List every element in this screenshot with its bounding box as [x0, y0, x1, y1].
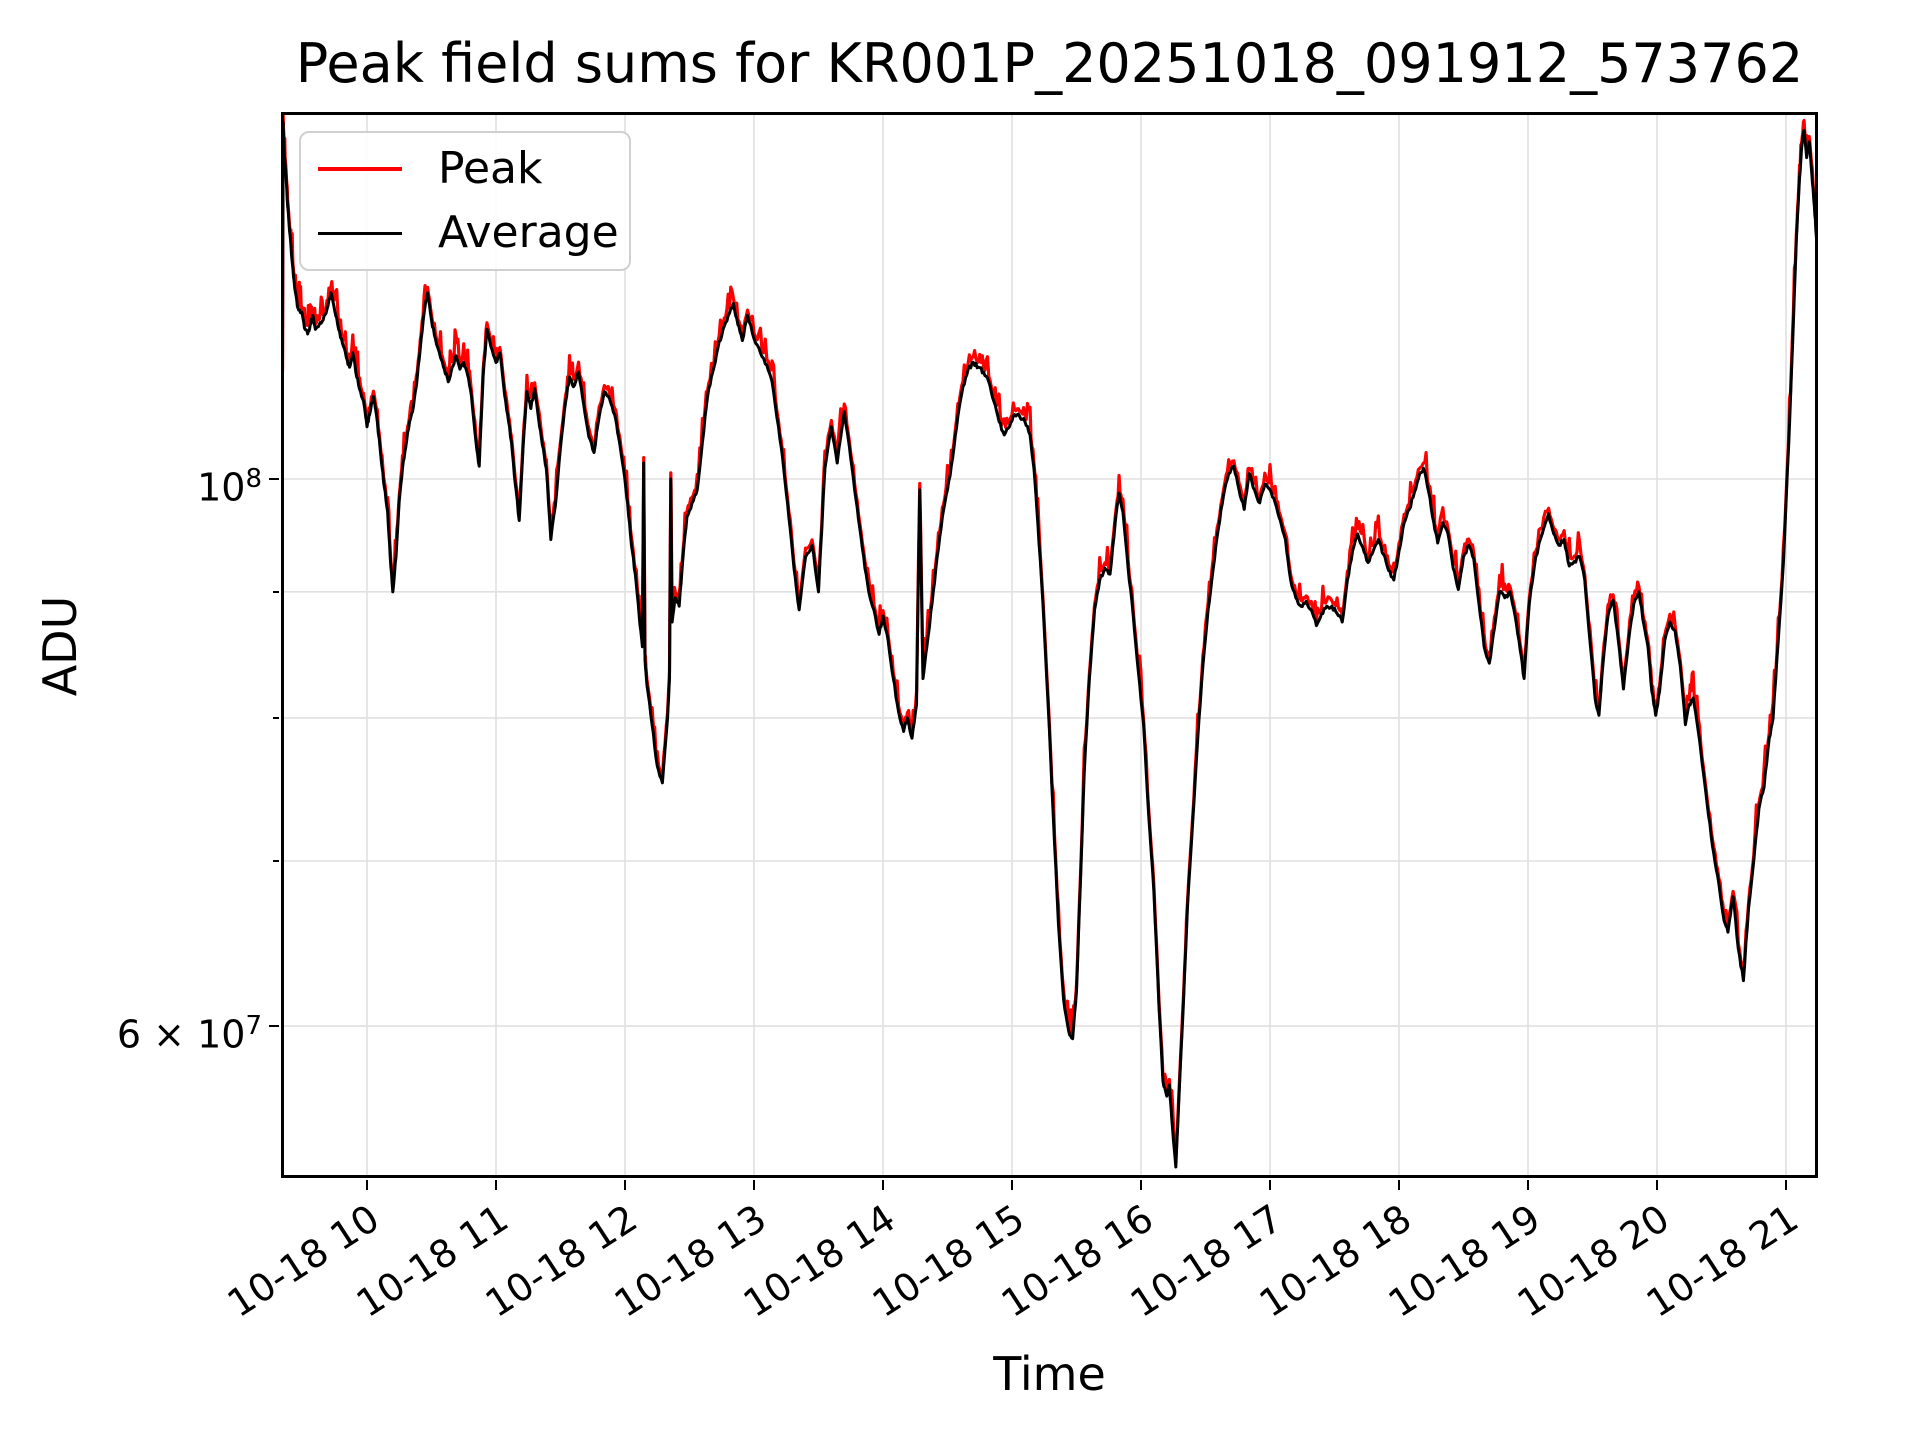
- y-minor-tickmark: [273, 716, 279, 719]
- gridlines: [281, 112, 1818, 1178]
- x-tick-label: 10-18 16: [993, 1196, 1161, 1326]
- x-axis-label: Time: [993, 1347, 1106, 1401]
- y-major-tickmark: [269, 1024, 279, 1028]
- x-tickmark: [494, 1180, 498, 1190]
- y-tick-exponent: 7: [245, 1011, 262, 1042]
- x-tick-label: 10-18 11: [348, 1196, 516, 1326]
- chart-title: Peak field sums for KR001P_20251018_0919…: [295, 32, 1804, 95]
- x-tickmark: [1397, 1180, 1401, 1190]
- x-tick-label: 10-18 14: [735, 1196, 903, 1326]
- legend-item-peak: Peak: [301, 144, 629, 194]
- legend-label-average: Average: [438, 207, 619, 258]
- peak-line-swatch-icon: [318, 167, 402, 171]
- legend-label-peak: Peak: [438, 143, 543, 194]
- x-tick-label: 10-18 15: [864, 1196, 1032, 1326]
- x-tickmark: [1655, 1180, 1659, 1190]
- plot-area: [281, 112, 1818, 1178]
- x-tickmark: [1526, 1180, 1530, 1190]
- y-minor-tickmark: [273, 590, 279, 593]
- y-tick-exponent: 8: [245, 464, 262, 494]
- y-minor-tickmark: [273, 859, 279, 862]
- x-tickmark: [752, 1180, 756, 1190]
- x-tickmark: [365, 1180, 369, 1190]
- x-tickmark: [623, 1180, 627, 1190]
- y-major-tickmark: [269, 477, 279, 481]
- y-tick-label: 108: [197, 464, 262, 510]
- legend-box: Peak Average: [299, 131, 631, 271]
- axes-spines: [281, 112, 1818, 1178]
- x-tick-label: 10-18 20: [1509, 1196, 1677, 1326]
- legend-item-average: Average: [301, 208, 629, 258]
- x-tick-label: 10-18 13: [606, 1196, 774, 1326]
- average-series-line: [281, 113, 1818, 1169]
- x-tick-label: 10-18 12: [477, 1196, 645, 1326]
- x-tick-label: 10-18 19: [1380, 1196, 1548, 1326]
- y-tick-label: 6 × 107: [116, 1011, 262, 1057]
- x-tickmark: [881, 1180, 885, 1190]
- x-tick-label: 10-18 10: [219, 1196, 387, 1326]
- x-tickmark: [1784, 1180, 1788, 1190]
- x-tickmark: [1010, 1180, 1014, 1190]
- x-tickmark: [1139, 1180, 1143, 1190]
- x-tickmark: [1268, 1180, 1272, 1190]
- average-line-swatch-icon: [318, 231, 402, 235]
- x-tick-label: 10-18 18: [1251, 1196, 1419, 1326]
- x-tick-label: 10-18 17: [1122, 1196, 1290, 1326]
- x-tick-label: 10-18 21: [1638, 1196, 1806, 1326]
- y-axis-label: ADU: [33, 595, 87, 697]
